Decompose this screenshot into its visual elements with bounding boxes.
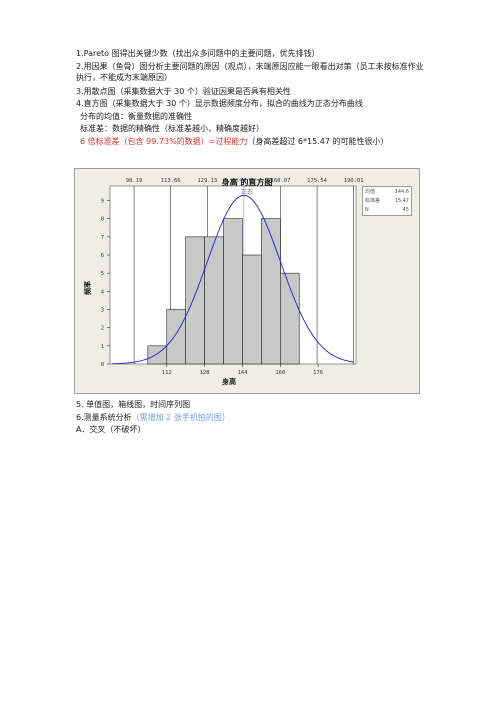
msa-note: （需增加 2 张手机拍的图） — [131, 413, 230, 422]
stats-row-mean: 均值 144.6 — [365, 189, 409, 195]
doc-line-stdev: 标准差：数据的精确性（标准差越小，精确度越好） — [80, 124, 264, 133]
doc-line-msa: 6.测量系统分析（需增加 2 张手机拍的图） — [76, 412, 230, 423]
doc-line-charts: 5. 单值图，箱线图，时间序列图 — [76, 400, 191, 409]
msa-title: 6.测量系统分析 — [76, 413, 132, 422]
doc-line-mean: 分布的均值：衡量数据的准确性 — [80, 112, 192, 121]
doc-line-cross: A．交叉（不破坏） — [76, 425, 146, 434]
doc-line-scatter: 3.用散点图（采集数据大于 30 个）验证因果是否具有相关性 — [76, 87, 291, 96]
process-capability-highlight: 6 倍标准差（包含 99.73%的数据）=过程能力 — [80, 137, 248, 146]
stats-row-stdev: 标准差 15.47 — [365, 198, 409, 204]
doc-line-histogram: 4.直方图（采集数据大于 30 个）显示数据频度分布，拟合的曲线为正态分布曲线 — [76, 99, 363, 108]
doc-line-fishbone: 2.用因果（鱼骨）图分析主要问题的原因（观点），末端原因应能一眼看出对策（员工未… — [76, 62, 424, 82]
process-capability-note: （身高差超过 6*15.47 的可能性很小） — [247, 137, 389, 146]
stats-row-n: N 45 — [365, 207, 409, 213]
doc-line-process-capability: 6 倍标准差（包含 99.73%的数据）=过程能力（身高差超过 6*15.47 … — [80, 136, 388, 147]
doc-line-pareto: 1.Pareto 图得出关键少数（找出众多问题中的主要问题，优先排钱） — [76, 49, 320, 58]
stats-legend: 均值 144.6 标准差 15.47 N 45 — [362, 186, 412, 216]
